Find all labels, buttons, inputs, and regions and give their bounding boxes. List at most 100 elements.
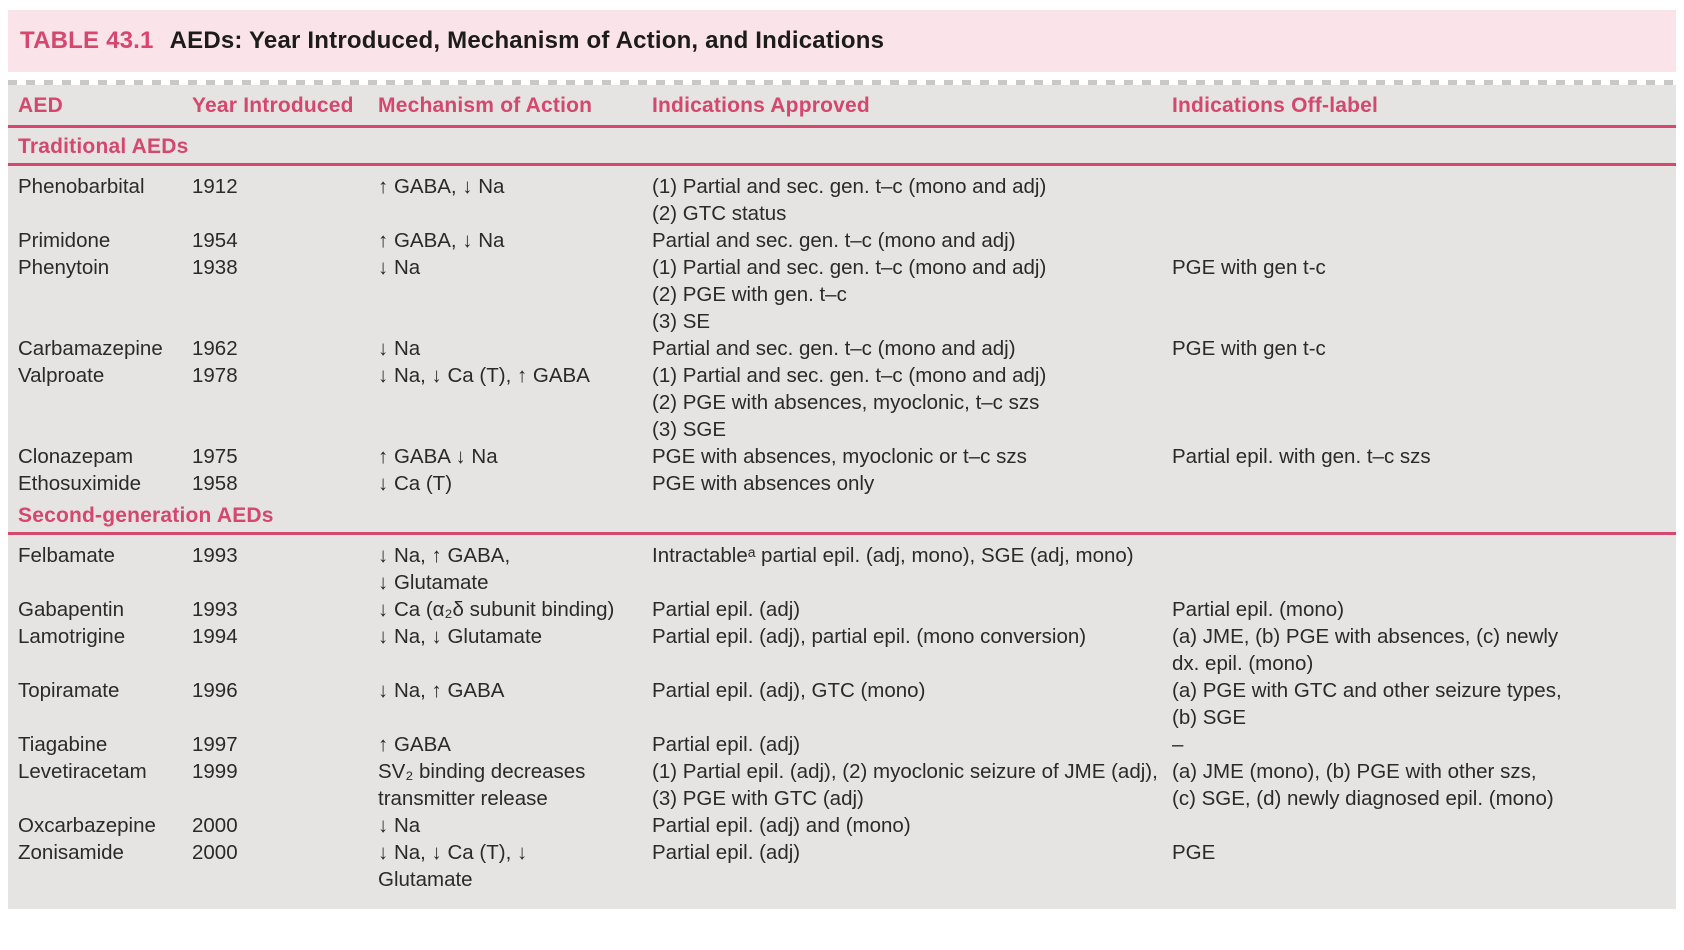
section-header-label: Traditional AEDs [8, 126, 1676, 166]
cell-mechanism: ↓ Na, ↑ GABA [378, 677, 652, 731]
cell-off_label [1172, 362, 1676, 443]
cell-off_label [1172, 470, 1676, 497]
cell-off_label [1172, 534, 1676, 597]
cell-line: 1954 [192, 229, 238, 252]
table-header: AED Year Introduced Mechanism of Action … [8, 85, 1676, 128]
cell-aed: Clonazepam [8, 443, 192, 470]
section-header-row: Second-generation AEDs [8, 497, 1676, 535]
table-row: Tiagabine 1997 ↑ GABA Partial epil. (adj) – [8, 731, 1676, 758]
cell-line: (1) Partial epil. (adj), (2) myoclonic s… [652, 760, 1158, 783]
cell-line: Tiagabine [18, 733, 108, 756]
cell-year: 1962 [192, 335, 378, 362]
cell-mechanism: ↓ Na [378, 335, 652, 362]
cell-mechanism: ↓ Na [378, 812, 652, 839]
table-row: Gabapentin 1993 ↓ Ca (α₂δ subunit binding)… [8, 596, 1676, 623]
cell-line: Zonisamide [18, 841, 124, 864]
cell-line: (2) GTC status [652, 202, 787, 225]
cell-approved: Partial epil. (adj), partial epil. (mono… [652, 623, 1172, 677]
cell-line: (3) SE [652, 310, 711, 333]
cell-mechanism: ↓ Ca (T) [378, 470, 652, 497]
table-row: Levetiracetam 1999 SV₂ binding decreases tr… [8, 758, 1676, 812]
cell-line: (2) PGE with gen. t–c [652, 283, 847, 306]
cell-line: (a) JME, (b) PGE with absences, (c) newl… [1172, 625, 1559, 648]
table-row: Felbamate 1993 ↓ Na, ↑ GABA, ↓ Glutamate Int… [8, 534, 1676, 597]
table-row: Oxcarbazepine 2000 ↓ Na Partial epil. (adj)… [8, 812, 1676, 839]
cell-approved: Partial epil. (adj) [652, 839, 1172, 909]
cell-off_label: (a) PGE with GTC and other seizure types… [1172, 677, 1676, 731]
cell-mechanism: ↓ Na, ↑ GABA, ↓ Glutamate [378, 534, 652, 597]
cell-line: ↓ Na [378, 814, 421, 837]
cell-line: (a) JME (mono), (b) PGE with other szs, [1172, 760, 1537, 783]
cell-approved: (1) Partial epil. (adj), (2) myoclonic s… [652, 758, 1172, 812]
cell-line: Partial epil. (adj), GTC (mono) [652, 679, 926, 702]
cell-line: ↓ Na, ↓ Ca (T), ↑ GABA [378, 364, 590, 387]
cell-mechanism: ↓ Ca (α₂δ subunit binding) [378, 596, 652, 623]
cell-year: 1978 [192, 362, 378, 443]
header-row: AED Year Introduced Mechanism of Action … [8, 85, 1676, 128]
table-row: Primidone 1954 ↑ GABA, ↓ Na Partial and sec… [8, 227, 1676, 254]
column-header-aed: AED [8, 85, 192, 128]
cell-mechanism: ↓ Na, ↓ Ca (T), ↓ Glutamate [378, 839, 652, 909]
table-row: Lamotrigine 1994 ↓ Na, ↓ Glutamate Partial … [8, 623, 1676, 677]
cell-line: 1962 [192, 337, 238, 360]
cell-mechanism: ↑ GABA [378, 731, 652, 758]
section-header-row: Traditional AEDs [8, 126, 1676, 166]
cell-mechanism: ↓ Na, ↓ Glutamate [378, 623, 652, 677]
cell-line: ↑ GABA, ↓ Na [378, 229, 505, 252]
cell-year: 1994 [192, 623, 378, 677]
cell-line: SV₂ binding decreases [378, 760, 586, 783]
cell-line: 1975 [192, 445, 238, 468]
cell-year: 1938 [192, 254, 378, 335]
cell-line: Topiramate [18, 679, 120, 702]
cell-approved: Partial and sec. gen. t–c (mono and adj) [652, 335, 1172, 362]
cell-line: 1993 [192, 544, 238, 567]
cell-aed: Topiramate [8, 677, 192, 731]
table-row: Clonazepam 1975 ↑ GABA ↓ Na PGE with absenc… [8, 443, 1676, 470]
cell-line: 1993 [192, 598, 238, 621]
table-row: Carbamazepine 1962 ↓ Na Partial and sec. ge… [8, 335, 1676, 362]
cell-year: 2000 [192, 812, 378, 839]
cell-aed: Valproate [8, 362, 192, 443]
cell-line: Felbamate [18, 544, 115, 567]
cell-line: ↑ GABA ↓ Na [378, 445, 498, 468]
column-header-mechanism: Mechanism of Action [378, 85, 652, 128]
cell-line: 1994 [192, 625, 238, 648]
cell-line: Phenobarbital [18, 175, 145, 198]
cell-line: Phenytoin [18, 256, 110, 279]
cell-year: 1958 [192, 470, 378, 497]
cell-year: 2000 [192, 839, 378, 909]
cell-off_label [1172, 227, 1676, 254]
cell-line: Carbamazepine [18, 337, 163, 360]
cell-off_label: (a) JME, (b) PGE with absences, (c) newl… [1172, 623, 1676, 677]
cell-line: (c) SGE, (d) newly diagnosed epil. (mono… [1172, 787, 1554, 810]
cell-line: Partial epil. (adj) [652, 598, 801, 621]
cell-line: 1938 [192, 256, 238, 279]
cell-approved: (1) Partial and sec. gen. t–c (mono and … [652, 362, 1172, 443]
cell-line: Partial and sec. gen. t–c (mono and adj) [652, 229, 1016, 252]
cell-off_label [1172, 812, 1676, 839]
cell-line: (a) PGE with GTC and other seizure types… [1172, 679, 1562, 702]
cell-line: – [1172, 733, 1184, 756]
cell-line: PGE with gen t-c [1172, 337, 1326, 360]
cell-line: 1958 [192, 472, 238, 495]
cell-line: Partial epil. (adj) and (mono) [652, 814, 911, 837]
cell-year: 1997 [192, 731, 378, 758]
cell-approved: PGE with absences, myoclonic or t–c szs [652, 443, 1172, 470]
cell-line: ↓ Glutamate [378, 571, 489, 594]
cell-line: 2000 [192, 814, 238, 837]
cell-aed: Primidone [8, 227, 192, 254]
cell-off_label: PGE with gen t-c [1172, 335, 1676, 362]
cell-approved: Partial epil. (adj) [652, 596, 1172, 623]
cell-line: Partial epil. with gen. t–c szs [1172, 445, 1431, 468]
cell-off_label: Partial epil. (mono) [1172, 596, 1676, 623]
cell-approved: (1) Partial and sec. gen. t–c (mono and … [652, 254, 1172, 335]
cell-line: 1912 [192, 175, 238, 198]
cell-approved: Intractableᵃ partial epil. (adj, mono), … [652, 534, 1172, 597]
cell-line: (3) SGE [652, 418, 727, 441]
cell-line: ↓ Ca (T) [378, 472, 453, 495]
cell-mechanism: ↓ Na, ↓ Ca (T), ↑ GABA [378, 362, 652, 443]
column-header-approved: Indications Approved [652, 85, 1172, 128]
cell-line: ↓ Ca (α₂δ subunit binding) [378, 598, 615, 621]
table-row: Phenobarbital 1912 ↑ GABA, ↓ Na (1) Partial… [8, 165, 1676, 228]
